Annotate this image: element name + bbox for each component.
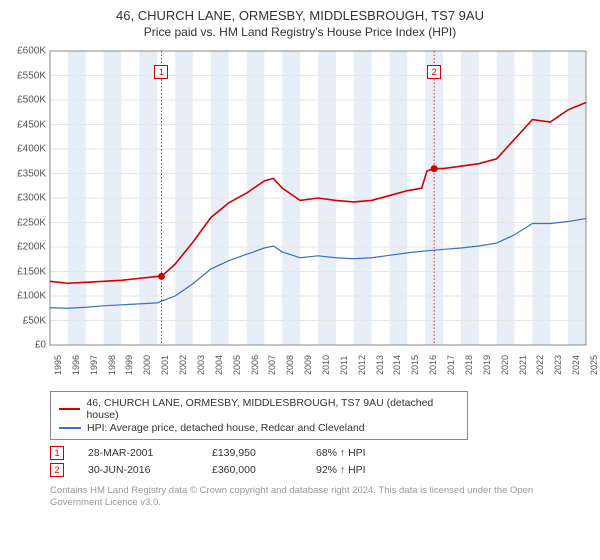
x-tick-label: 1996 xyxy=(71,355,81,375)
x-tick-label: 2014 xyxy=(392,355,402,375)
y-tick-label: £450K xyxy=(8,119,46,130)
sale-price: £360,000 xyxy=(212,464,292,476)
legend-label: 46, CHURCH LANE, ORMESBY, MIDDLESBROUGH,… xyxy=(86,397,459,421)
x-tick-label: 1999 xyxy=(124,355,134,375)
legend-row: 46, CHURCH LANE, ORMESBY, MIDDLESBROUGH,… xyxy=(59,397,459,421)
sale-marker-1: 1 xyxy=(154,65,168,79)
y-tick-label: £50K xyxy=(8,315,46,326)
x-tick-label: 2004 xyxy=(214,355,224,375)
legend: 46, CHURCH LANE, ORMESBY, MIDDLESBROUGH,… xyxy=(50,391,468,440)
sale-price: £139,950 xyxy=(212,447,292,459)
legend-swatch xyxy=(59,408,80,410)
chart-svg xyxy=(8,45,592,385)
x-tick-label: 2018 xyxy=(464,355,474,375)
page-subtitle: Price paid vs. HM Land Registry's House … xyxy=(8,25,592,39)
x-tick-label: 2022 xyxy=(535,355,545,375)
y-tick-label: £200K xyxy=(8,242,46,253)
y-tick-label: £500K xyxy=(8,95,46,106)
sales-list: 1 28-MAR-2001 £139,950 68% ↑ HPI 2 30-JUN-201… xyxy=(50,446,592,477)
sale-delta: 92% ↑ HPI xyxy=(316,464,366,476)
sale-row: 1 28-MAR-2001 £139,950 68% ↑ HPI xyxy=(50,446,592,460)
x-tick-label: 2017 xyxy=(446,355,456,375)
x-tick-label: 2020 xyxy=(500,355,510,375)
legend-label: HPI: Average price, detached house, Redc… xyxy=(87,422,365,434)
x-tick-label: 2013 xyxy=(375,355,385,375)
x-tick-label: 2025 xyxy=(589,355,599,375)
sale-delta: 68% ↑ HPI xyxy=(316,447,366,459)
y-tick-label: £300K xyxy=(8,193,46,204)
y-tick-label: £400K xyxy=(8,144,46,155)
x-tick-label: 2016 xyxy=(428,355,438,375)
y-tick-label: £600K xyxy=(8,46,46,57)
page-title: 46, CHURCH LANE, ORMESBY, MIDDLESBROUGH,… xyxy=(8,8,592,23)
x-tick-label: 2000 xyxy=(142,355,152,375)
y-tick-label: £150K xyxy=(8,266,46,277)
sale-date: 28-MAR-2001 xyxy=(88,447,188,459)
x-tick-label: 1997 xyxy=(89,355,99,375)
sale-marker-inline: 1 xyxy=(50,446,64,460)
x-tick-label: 2010 xyxy=(321,355,331,375)
sale-marker-inline: 2 xyxy=(50,463,64,477)
x-tick-label: 2007 xyxy=(267,355,277,375)
x-tick-label: 2012 xyxy=(357,355,367,375)
y-tick-label: £0 xyxy=(8,340,46,351)
x-tick-label: 1998 xyxy=(107,355,117,375)
x-tick-label: 2001 xyxy=(160,355,170,375)
footnote: Contains HM Land Registry data © Crown c… xyxy=(50,485,560,510)
sale-date: 30-JUN-2016 xyxy=(88,464,188,476)
x-tick-label: 2008 xyxy=(285,355,295,375)
sale-dot-1 xyxy=(158,273,165,280)
x-tick-label: 2003 xyxy=(196,355,206,375)
sale-row: 2 30-JUN-2016 £360,000 92% ↑ HPI xyxy=(50,463,592,477)
x-tick-label: 1995 xyxy=(53,355,63,375)
x-tick-label: 2006 xyxy=(250,355,260,375)
x-tick-label: 2009 xyxy=(303,355,313,375)
x-tick-label: 2002 xyxy=(178,355,188,375)
legend-swatch xyxy=(59,427,81,429)
y-tick-label: £250K xyxy=(8,217,46,228)
sale-marker-2: 2 xyxy=(427,65,441,79)
x-tick-label: 2005 xyxy=(232,355,242,375)
y-tick-label: £550K xyxy=(8,70,46,81)
x-tick-label: 2023 xyxy=(553,355,563,375)
y-tick-label: £100K xyxy=(8,291,46,302)
x-tick-label: 2011 xyxy=(339,356,349,375)
price-chart: £0 £50K £100K £150K £200K £250K £300K £350K £400… xyxy=(8,45,592,385)
legend-row: HPI: Average price, detached house, Redc… xyxy=(59,422,459,434)
x-tick-label: 2024 xyxy=(571,355,581,375)
sale-dot-2 xyxy=(431,165,438,172)
x-tick-label: 2015 xyxy=(410,355,420,375)
x-tick-label: 2021 xyxy=(518,355,528,375)
y-tick-label: £350K xyxy=(8,168,46,179)
x-tick-label: 2019 xyxy=(482,355,492,375)
